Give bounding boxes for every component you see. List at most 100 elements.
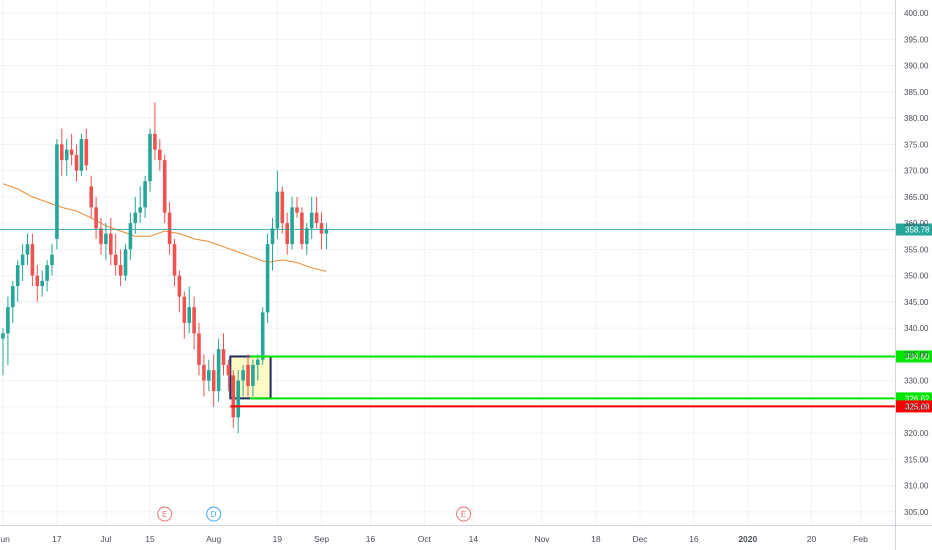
event-marker: D	[206, 506, 222, 522]
candle	[94, 196, 98, 239]
candle-body	[216, 349, 221, 392]
price-level-label: 325.09	[905, 402, 930, 411]
y-tick-label: 315.00	[904, 455, 929, 464]
candle	[153, 102, 157, 161]
y-tick-label: 365.00	[904, 193, 929, 202]
candle-body	[25, 244, 30, 255]
candle	[324, 223, 329, 250]
event-marker: E	[157, 506, 173, 522]
candle-body	[99, 228, 103, 245]
candle	[99, 217, 103, 255]
candle-body	[280, 191, 285, 224]
candle-body	[202, 364, 206, 381]
candle-body	[6, 307, 10, 334]
candle-body	[309, 212, 314, 229]
candle	[138, 186, 142, 224]
x-tick-label: 15	[145, 534, 155, 544]
candle-body	[275, 191, 280, 229]
x-tick-label: Sep	[314, 534, 329, 544]
candle	[11, 280, 15, 323]
candle	[300, 207, 304, 250]
y-tick-label: 355.00	[904, 245, 929, 254]
candle-body	[158, 149, 162, 161]
candle-body	[113, 254, 118, 266]
candle-body	[246, 364, 250, 386]
x-tick-label: Jul	[100, 534, 111, 544]
y-tick-label: 335.00	[904, 350, 929, 359]
x-tick-label: 18	[591, 534, 601, 544]
candle-body	[69, 149, 74, 155]
candle-body	[251, 364, 255, 386]
candle-body	[305, 228, 309, 245]
candle	[280, 186, 285, 234]
y-tick-label: 320.00	[904, 429, 929, 438]
candle	[113, 233, 118, 276]
candle	[1, 328, 5, 376]
candle	[231, 370, 236, 428]
candle	[89, 175, 93, 218]
candle	[275, 170, 280, 239]
candle-body	[74, 154, 79, 171]
candle-body	[295, 207, 299, 213]
y-tick-label: 395.00	[904, 35, 929, 44]
candle	[221, 333, 226, 376]
candle-body	[11, 286, 15, 308]
candle	[216, 338, 221, 402]
candle-body	[118, 265, 123, 276]
candle	[133, 196, 138, 234]
candle-body	[324, 229, 329, 234]
candle	[226, 359, 231, 392]
candle	[6, 296, 10, 365]
candle	[128, 212, 133, 260]
x-tick-label: Nov	[534, 534, 550, 544]
candle-body	[236, 380, 240, 418]
candle-body	[143, 181, 147, 208]
candle-body	[60, 144, 64, 161]
x-tick-label: 20	[807, 534, 817, 544]
candle-body	[128, 223, 133, 250]
candle-body	[177, 275, 182, 297]
y-tick-label: 305.00	[904, 508, 929, 517]
candle	[162, 154, 167, 224]
candle	[211, 354, 216, 407]
candle-body	[64, 149, 69, 161]
y-tick-label: 325.00	[904, 403, 929, 412]
x-tick-label: Jun	[0, 534, 10, 544]
candle-body	[162, 160, 167, 213]
price-level-label: 334.60	[905, 352, 930, 361]
candle	[182, 291, 187, 339]
x-tick-label: Oct	[418, 534, 432, 544]
y-tick-label: 390.00	[904, 62, 929, 71]
candle	[109, 217, 113, 266]
event-marker: E	[456, 506, 472, 522]
candle-body	[138, 207, 142, 213]
candle	[123, 244, 128, 281]
x-tick-label: Feb	[853, 534, 868, 544]
x-tick-label: 16	[366, 534, 376, 544]
candle-body	[192, 307, 196, 334]
candle-body	[226, 364, 231, 376]
candle	[192, 296, 196, 350]
y-tick-label: 375.00	[904, 140, 929, 149]
candle	[35, 265, 40, 302]
last-price-tag	[896, 223, 932, 236]
candle	[50, 244, 54, 276]
candle	[207, 359, 211, 392]
candle	[45, 259, 49, 292]
candle	[84, 128, 89, 171]
y-tick-label: 310.00	[904, 482, 929, 491]
y-tick-label: 380.00	[904, 114, 929, 123]
y-tick-label: 400.00	[904, 9, 929, 18]
candle	[40, 270, 44, 297]
candle-body	[55, 144, 59, 239]
y-tick-label: 340.00	[904, 324, 929, 333]
event-circle	[206, 506, 222, 522]
candle-body	[104, 233, 108, 245]
y-tick-label: 330.00	[904, 377, 929, 386]
event-circle	[456, 506, 472, 522]
candle-body	[197, 333, 201, 365]
